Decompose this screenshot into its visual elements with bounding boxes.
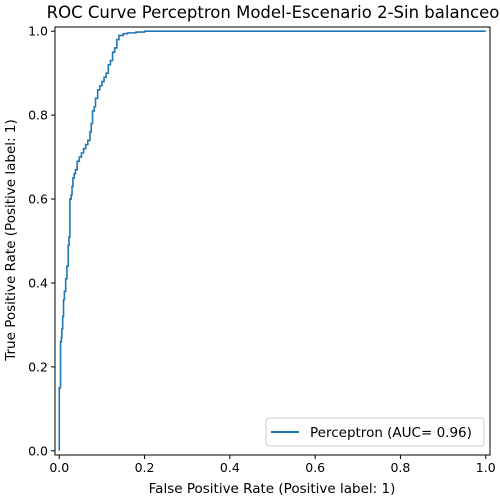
x-axis-ticks: 0.0 0.2 0.4 0.6 0.8 1.0 — [49, 455, 496, 475]
y-tick-label: 1.0 — [28, 24, 48, 39]
y-tick-label: 0.8 — [28, 108, 48, 123]
x-tick-label: 0.6 — [305, 460, 325, 475]
x-tick-label: 0.0 — [49, 460, 69, 475]
legend-label: Perceptron (AUC= 0.96) — [310, 425, 472, 441]
x-tick-label: 1.0 — [476, 460, 496, 475]
chart-title: ROC Curve Perceptron Model-Escenario 2-S… — [47, 3, 500, 22]
x-tick-label: 0.2 — [135, 460, 155, 475]
y-tick-label: 0.2 — [28, 359, 48, 374]
roc-curve-line — [58, 30, 486, 451]
y-tick-label: 0.6 — [28, 192, 48, 207]
x-axis-label: False Positive Rate (Positive label: 1) — [149, 481, 396, 497]
roc-curve — [58, 30, 486, 451]
x-tick-label: 0.8 — [390, 460, 410, 475]
x-tick-label: 0.4 — [220, 460, 240, 475]
y-axis-ticks: 0.0 0.2 0.4 0.6 0.8 1.0 — [28, 24, 55, 458]
legend: Perceptron (AUC= 0.96) — [265, 417, 485, 447]
y-tick-label: 0.4 — [28, 275, 48, 290]
axes-frame — [54, 26, 491, 456]
legend-box — [265, 417, 485, 447]
y-axis-label: True Positive Rate (Positive label: 1) — [3, 119, 19, 362]
y-tick-label: 0.0 — [28, 443, 48, 458]
plot-area — [54, 26, 491, 456]
